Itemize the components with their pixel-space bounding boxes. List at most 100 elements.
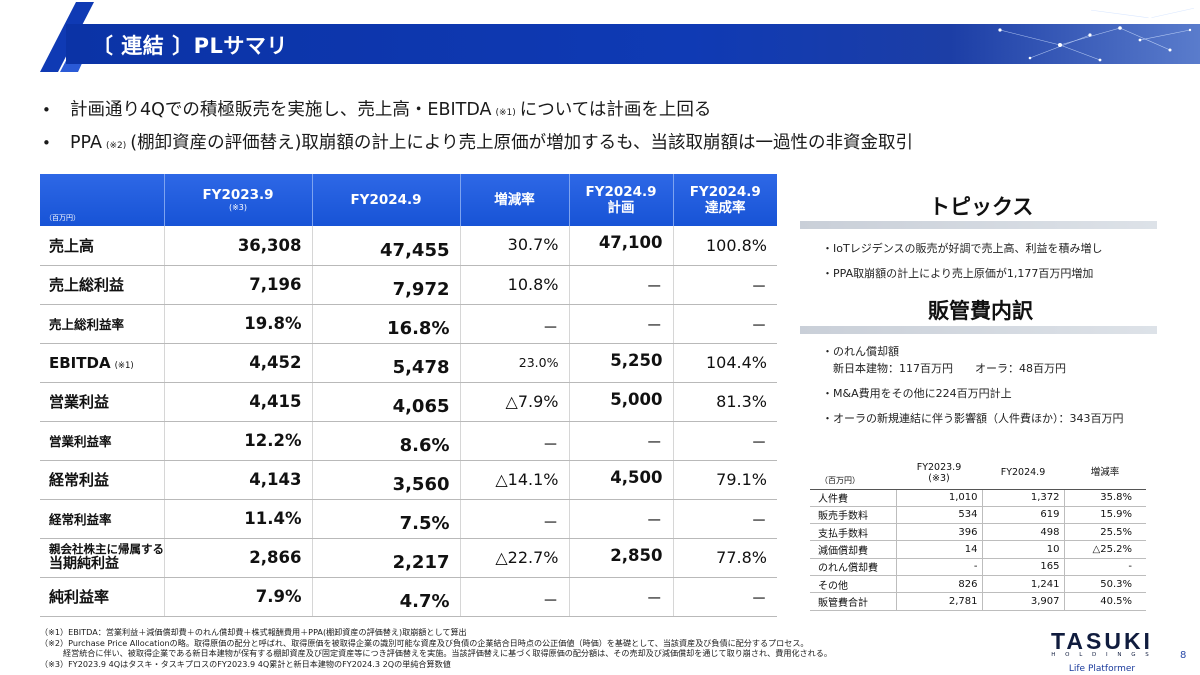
table-row: 人件費 1,010 1,372 35.8% [810,489,1146,507]
cell-change: 10.8% [460,265,570,305]
cell-fy2024: 2,217 [312,538,461,578]
header-band [66,24,1200,64]
cell-fy2023: - [896,558,983,576]
sga-note: ・のれん償却額 [822,345,899,358]
sga-title: 販管費内訳 [928,299,1033,323]
row-label: 売上高 [40,226,165,266]
cell-plan: － [569,499,674,539]
cell-fy2023: 4,143 [164,460,313,500]
cell-plan: － [569,304,674,344]
cell-fy2023: 826 [896,575,983,594]
table-row: 売上総利益率 19.8% 16.8% － － － [40,304,777,344]
cell-fy2023: 36,308 [164,226,313,266]
topics-title: トピックス [929,195,1034,219]
cell-achievement: 100.8% [673,226,777,266]
footnotes: （※1）EBITDA：営業利益＋減価償却費＋のれん償却費＋株式報酬費用＋PPA(… [40,627,832,669]
cell-fy2023: 4,415 [164,382,313,422]
table-row: 販売手数料 534 619 15.9% [810,506,1146,525]
cell-fy2024: 3,907 [982,592,1065,611]
cell-change: - [1064,558,1146,576]
cell-plan: 47,100 [569,226,674,266]
row-label: のれん償却費 [810,558,897,576]
row-label: 親会社株主に帰属する 当期純利益 [40,538,165,578]
cell-fy2024: 5,478 [312,343,461,383]
section-divider [800,326,1157,334]
row-label: 営業利益率 [40,421,165,461]
table-row: 営業利益率 12.2% 8.6% － － － [40,421,777,461]
footnote: （※2）Purchase Price Allocationの略。取得原価の配分と… [40,637,809,648]
table-row: EBITDA (※1) 4,452 5,478 23.0% 5,250 104.4… [40,343,777,383]
sga-breakdown-table: （百万円） FY2023.9 (※3) FY2024.9 増減率 人件費 1,01… [810,459,1146,611]
cell-fy2023: 12.2% [164,421,313,461]
table-header-row: （百万円） FY2023.9 (※3) FY2024.9 増減率 FY2024.… [40,174,777,226]
cell-fy2023: 534 [896,506,983,525]
cell-change: 23.0% [460,343,570,383]
row-label: 支払手数料 [810,523,897,542]
cell-fy2024: 7,972 [312,265,461,305]
cell-fy2024: 47,455 [312,226,461,266]
cell-change: △14.1% [460,460,570,500]
row-label: 経常利益 [40,460,165,500]
cell-achievement: － [673,577,777,617]
column-header-plan: FY2024.9 計画 [569,174,674,226]
topic-item: ・IoTレジデンスの販売が好調で売上高、利益を積み増し [822,242,1103,255]
cell-fy2023: 396 [896,523,983,542]
cell-change: 50.3% [1064,575,1146,594]
cell-achievement: － [673,499,777,539]
table-row: 売上総利益 7,196 7,972 10.8% － － [40,265,777,305]
table-row: 販管費合計 2,781 3,907 40.5% [810,592,1146,611]
cell-achievement: 77.8% [673,538,777,578]
row-label: EBITDA (※1) [40,343,165,383]
cell-fy2024: 7.5% [312,499,461,539]
footnote-ref: (※2) [105,141,127,151]
row-label: 人件費 [810,489,897,507]
cell-fy2023: 7,196 [164,265,313,305]
section-divider [800,221,1157,229]
bullet-text: 計画通り4Qでの積極販売を実施し、売上高・EBITDA [70,100,492,120]
row-label: 経常利益率 [40,499,165,539]
cell-fy2024: 1,372 [982,489,1065,507]
table-row: 純利益率 7.9% 4.7% － － － [40,577,777,617]
cell-fy2023: 2,866 [164,538,313,578]
cell-fy2023: 19.8% [164,304,313,344]
column-header-change: 増減率 [1064,459,1146,490]
sga-note: ・M&A費用をその他に224百万円計上 [822,387,1012,400]
cell-plan: 4,500 [569,460,674,500]
page-number: 8 [1180,650,1187,661]
column-header-fy2024: FY2024.9 [312,174,461,226]
bullet-item: • PPA (※2) (棚卸資産の評価替え)取崩額の計上により売上原価が増加する… [42,129,913,162]
table-row: 営業利益 4,415 4,065 △7.9% 5,000 81.3% [40,382,777,422]
table-row: のれん償却費 - 165 - [810,558,1146,576]
cell-fy2023: 2,781 [896,592,983,611]
column-header-fy2024: FY2024.9 [982,459,1064,490]
bullet-text: PPA [70,133,102,153]
cell-achievement: 104.4% [673,343,777,383]
cell-fy2024: 4.7% [312,577,461,617]
pl-summary-table: （百万円） FY2023.9 (※3) FY2024.9 増減率 FY2024.… [40,174,777,617]
brand-tagline: Life Platformer [1068,664,1136,674]
bullet-text: については計画を上回る [519,100,712,120]
cell-plan: 2,850 [569,538,674,578]
cell-fy2024: 16.8% [312,304,461,344]
cell-fy2023: 1,010 [896,489,983,507]
cell-achievement: 81.3% [673,382,777,422]
page-title: 〔 連結 〕PLサマリ [92,34,288,58]
table-row: 経常利益率 11.4% 7.5% － － － [40,499,777,539]
topic-item: ・PPA取崩額の計上により売上原価が1,177百万円増加 [822,267,1094,280]
cell-fy2024: 165 [982,558,1065,576]
cell-change: 30.7% [460,226,570,266]
cell-change: 35.8% [1064,489,1146,507]
network-decoration-icon [998,6,1197,62]
table-row: 支払手数料 396 498 25.5% [810,523,1146,542]
cell-fy2024: 619 [982,506,1065,525]
column-header-fy2023: FY2023.9 (※3) [164,174,313,226]
cell-plan: － [569,577,674,617]
cell-fy2024: 3,560 [312,460,461,500]
table-row: 減価償却費 14 10 △25.2% [810,540,1146,559]
cell-change: △22.7% [460,538,570,578]
sga-note: 新日本建物：117百万円 オーラ：48百万円 [822,362,1066,375]
row-label: 販売手数料 [810,506,897,525]
unit-label: （百万円） [40,174,165,226]
cell-achievement: － [673,265,777,305]
row-label: 純利益率 [40,577,165,617]
